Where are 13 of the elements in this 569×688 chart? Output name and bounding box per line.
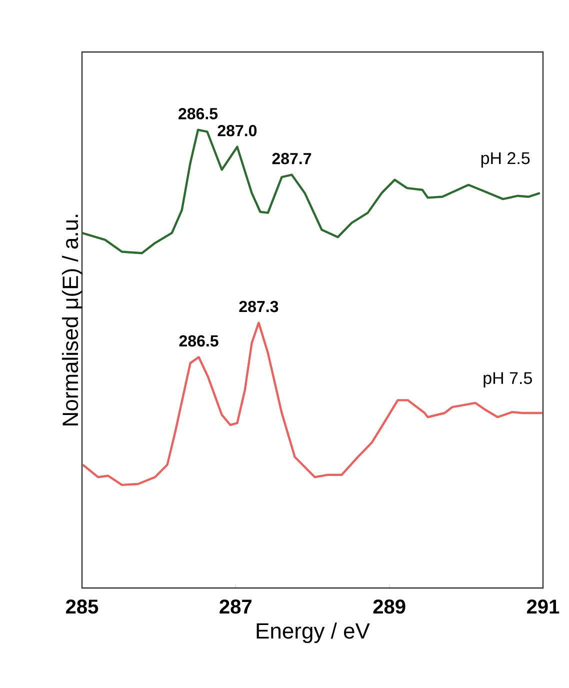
x-tick-label: 285 — [66, 600, 98, 614]
y-axis-title: Normalised μ(E) / a.u. — [62, 214, 82, 426]
annotation: 286.5 — [178, 108, 218, 120]
annotation: 287.3 — [239, 300, 278, 312]
x-axis-title: Energy / eV — [256, 622, 370, 644]
x-tick-label: 291 — [527, 600, 560, 614]
annotation: 287.7 — [272, 152, 312, 164]
series-label: pH 2.5 — [481, 152, 530, 168]
annotation: 287.0 — [218, 124, 257, 136]
x-tick-label: 287 — [220, 600, 252, 614]
series-label: pH 7.5 — [484, 372, 532, 388]
annotation: 286.5 — [179, 335, 218, 347]
x-tick-label: 289 — [373, 600, 406, 614]
